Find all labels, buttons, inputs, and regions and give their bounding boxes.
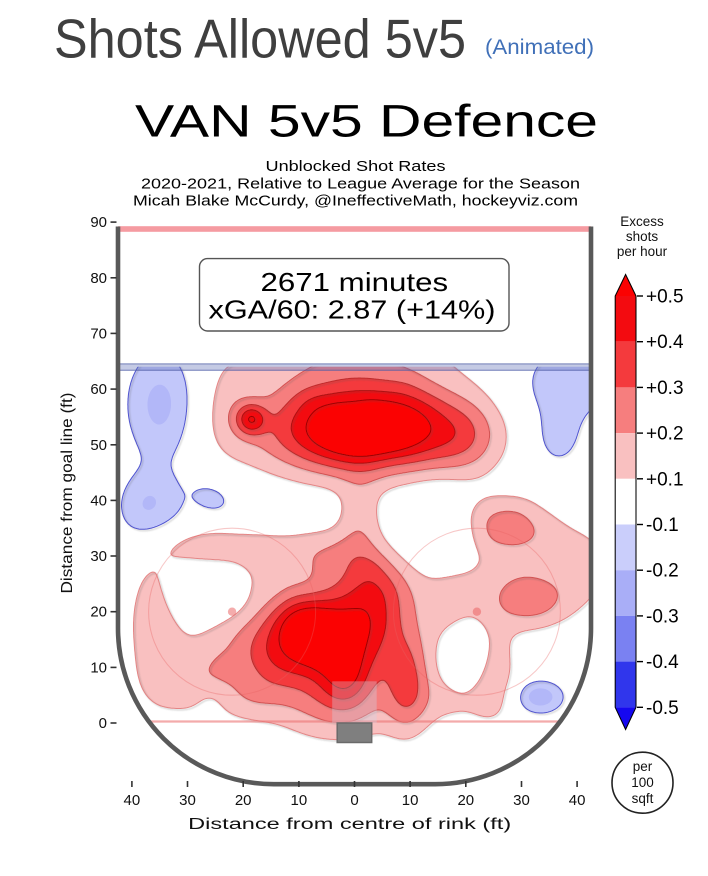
svg-text:+0.2: +0.2: [646, 424, 684, 445]
svg-text:-0.3: -0.3: [646, 606, 679, 627]
svg-text:40: 40: [569, 792, 586, 809]
svg-text:70: 70: [90, 325, 107, 342]
svg-text:10: 10: [90, 659, 107, 676]
svg-text:per hour: per hour: [617, 244, 668, 259]
svg-text:Excess: Excess: [620, 214, 664, 229]
svg-text:0: 0: [99, 715, 107, 732]
svg-text:10: 10: [291, 792, 308, 809]
svg-text:+0.1: +0.1: [646, 469, 684, 490]
svg-text:shots: shots: [626, 229, 659, 244]
svg-text:30: 30: [179, 792, 196, 809]
svg-text:10: 10: [402, 792, 419, 809]
svg-text:60: 60: [90, 381, 107, 398]
svg-text:per: per: [633, 759, 653, 774]
svg-text:30: 30: [513, 792, 530, 809]
svg-text:-0.2: -0.2: [646, 561, 679, 582]
svg-text:50: 50: [90, 437, 107, 454]
svg-text:(Animated): (Animated): [485, 36, 594, 59]
svg-text:Distance from goal line (ft): Distance from goal line (ft): [59, 393, 76, 594]
svg-text:30: 30: [90, 548, 107, 565]
svg-text:xGA/60: 2.87 (+14%): xGA/60: 2.87 (+14%): [209, 295, 496, 325]
svg-text:40: 40: [124, 792, 141, 809]
svg-text:+0.4: +0.4: [646, 332, 684, 353]
svg-text:Shots Allowed 5v5: Shots Allowed 5v5: [54, 7, 466, 69]
svg-text:0: 0: [350, 792, 358, 809]
svg-text:40: 40: [90, 492, 107, 509]
svg-text:Micah Blake McCurdy, @Ineffect: Micah Blake McCurdy, @IneffectiveMath, h…: [133, 194, 578, 210]
svg-text:-0.4: -0.4: [646, 652, 679, 673]
svg-text:100: 100: [631, 775, 654, 790]
svg-text:+0.3: +0.3: [646, 378, 684, 399]
svg-text:90: 90: [90, 214, 107, 231]
svg-text:2020-2021, Relative to League: 2020-2021, Relative to League Average fo…: [141, 177, 580, 193]
svg-text:20: 20: [457, 792, 474, 809]
svg-text:Unblocked Shot Rates: Unblocked Shot Rates: [266, 159, 446, 175]
svg-text:-0.1: -0.1: [646, 515, 679, 536]
svg-text:20: 20: [90, 604, 107, 621]
svg-text:+0.5: +0.5: [646, 287, 684, 308]
svg-text:2671 minutes: 2671 minutes: [260, 267, 448, 297]
svg-text:80: 80: [90, 270, 107, 287]
svg-text:-0.5: -0.5: [646, 698, 679, 719]
svg-text:20: 20: [235, 792, 252, 809]
svg-text:sqft: sqft: [632, 791, 654, 806]
svg-text:VAN 5v5 Defence: VAN 5v5 Defence: [135, 96, 598, 147]
svg-text:Distance from centre of rink (: Distance from centre of rink (ft): [188, 816, 511, 833]
